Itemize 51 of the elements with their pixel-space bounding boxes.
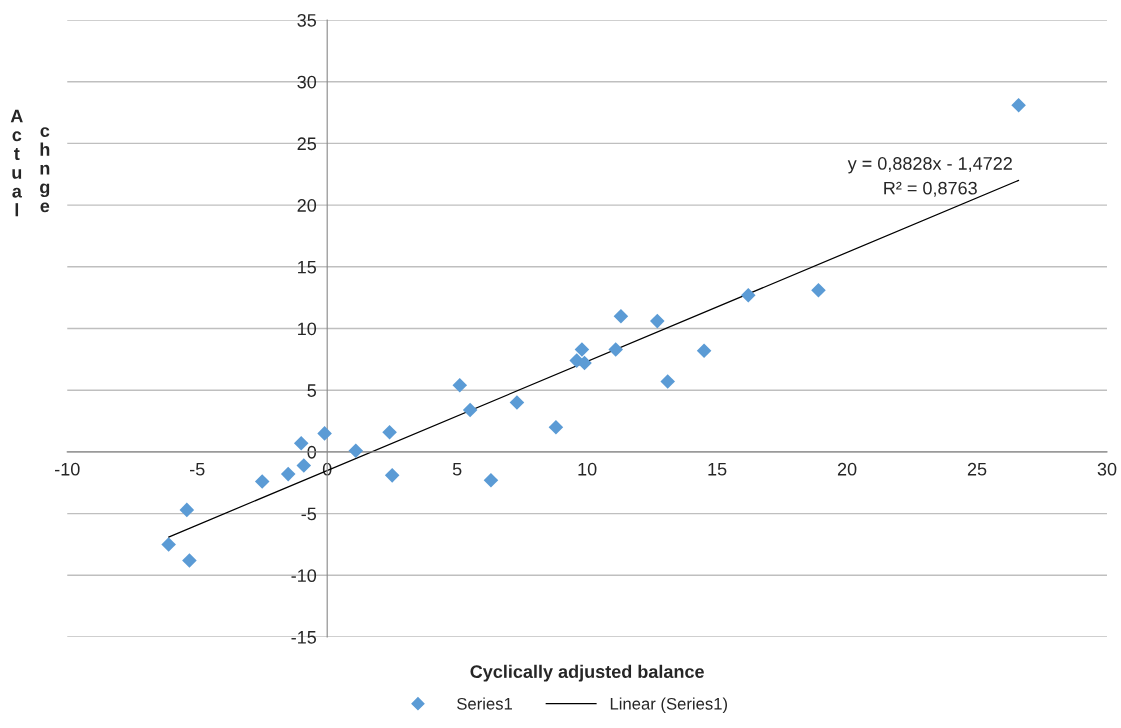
point <box>317 426 332 441</box>
y-tick-label: 25 <box>297 137 317 151</box>
x-tick-label: -5 <box>190 462 205 476</box>
y-tick-label: 30 <box>297 75 317 89</box>
point <box>696 343 712 358</box>
x-tick-label: 10 <box>578 462 597 476</box>
point <box>384 468 400 483</box>
annotation: y = 0,8828x - 1,4722 <box>847 157 1012 174</box>
point <box>574 342 590 357</box>
x-tick-label: 15 <box>708 462 727 476</box>
point <box>382 424 397 440</box>
point <box>577 355 592 371</box>
y-tick-label: -10 <box>291 569 317 583</box>
x-tick-label: 5 <box>452 462 462 476</box>
y-tick-label: 20 <box>297 199 317 212</box>
annotation: R² = 0,8763 <box>884 181 977 197</box>
y-tick-label: 10 <box>298 322 317 336</box>
point <box>1011 97 1026 113</box>
point <box>548 419 564 435</box>
point <box>254 474 270 489</box>
x-tick-label: 30 <box>1097 462 1117 476</box>
text: Actual chnge <box>10 109 50 217</box>
point <box>280 466 296 482</box>
y-tick-label: 0 <box>307 445 317 459</box>
point <box>613 308 629 324</box>
x-tick-label: 25 <box>967 462 987 476</box>
point <box>650 313 665 329</box>
point <box>161 537 176 552</box>
point <box>660 374 675 389</box>
point <box>348 443 364 458</box>
point <box>296 458 312 473</box>
point <box>741 287 756 303</box>
x-axis-title: Cyclically adjusted balance <box>470 664 704 682</box>
point <box>182 553 197 568</box>
legend-label: Series1 <box>457 697 512 710</box>
point <box>179 502 195 518</box>
point <box>811 282 826 298</box>
y-tick-label: 35 <box>297 13 317 27</box>
x-tick-label: 20 <box>837 462 857 476</box>
x-tick-label: -10 <box>55 462 80 476</box>
y-tick-label: 15 <box>298 260 317 274</box>
point <box>483 473 499 488</box>
point <box>608 342 623 357</box>
point <box>462 402 478 418</box>
point <box>452 377 468 393</box>
point <box>509 395 525 410</box>
y-tick-label: -5 <box>301 507 317 521</box>
y-tick-label: 5 <box>307 384 317 397</box>
point <box>293 435 309 451</box>
legend-label: Linear (Series1) <box>610 697 728 713</box>
y-tick-label: -15 <box>291 631 317 644</box>
